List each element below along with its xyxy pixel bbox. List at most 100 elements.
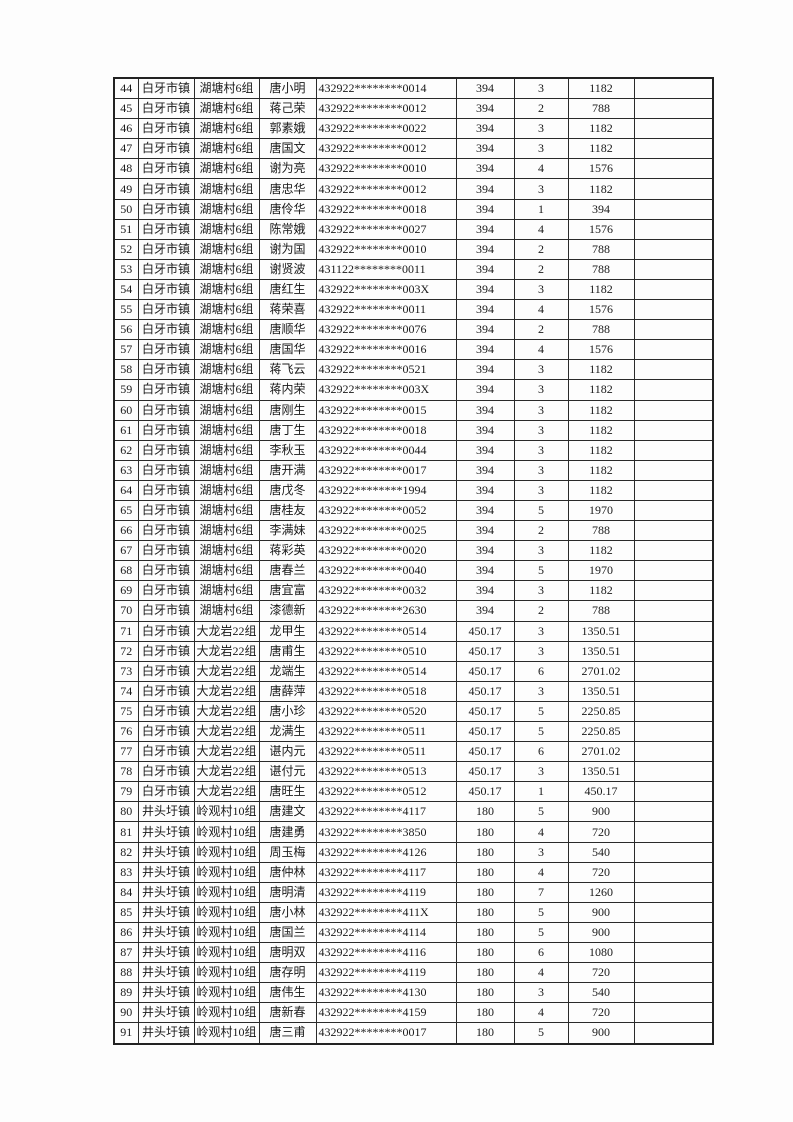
- household-count-cell: 3: [513, 178, 569, 200]
- id-number-cell: 432922********0032: [315, 580, 457, 602]
- remark-cell: [633, 680, 714, 702]
- id-number-cell: 432922********0012: [315, 178, 457, 200]
- household-count-cell: 5: [513, 700, 569, 723]
- remark-cell: [633, 600, 714, 622]
- village-cell: 湖塘村6组: [193, 278, 260, 301]
- table-row: 47 白牙市镇 湖塘村6组 唐国文 432922********0012 394 3 1182: [113, 138, 714, 160]
- id-number-cell: 432922********0010: [315, 238, 457, 260]
- name-cell: 蒋内荣: [258, 379, 317, 401]
- table-row: 64 白牙市镇 湖塘村6组 唐戊冬 432922********1994 394 3 1182: [113, 479, 714, 501]
- name-cell: 唐国兰: [258, 921, 317, 944]
- amount-cell: 1576: [567, 158, 635, 180]
- town-cell: 白牙市镇: [137, 640, 195, 662]
- row-number-cell: 71: [113, 620, 139, 642]
- name-cell: 谢为国: [258, 238, 317, 260]
- household-count-cell: 3: [513, 540, 569, 562]
- household-count-cell: 3: [513, 640, 569, 662]
- amount-cell: 2250.85: [567, 700, 635, 723]
- town-cell: 白牙市镇: [137, 339, 195, 361]
- village-cell: 湖塘村6组: [193, 158, 260, 180]
- name-cell: 唐存明: [258, 962, 317, 984]
- id-number-cell: 432922********0012: [315, 138, 457, 160]
- name-cell: 唐戊冬: [258, 479, 317, 501]
- name-cell: 龙满生: [258, 720, 317, 743]
- id-number-cell: 432922********0518: [315, 680, 457, 702]
- village-cell: 岭观村10组: [193, 962, 260, 984]
- row-number-cell: 77: [113, 741, 139, 763]
- village-cell: 湖塘村6组: [193, 479, 260, 501]
- table-row: 78 白牙市镇 大龙岩22组 谌付元 432922********0513 450.17 3…: [113, 761, 714, 783]
- household-count-cell: 3: [513, 359, 569, 381]
- town-cell: 白牙市镇: [137, 580, 195, 602]
- row-number-cell: 78: [113, 761, 139, 783]
- id-number-cell: 432922********0520: [315, 700, 457, 723]
- household-count-cell: 3: [513, 580, 569, 602]
- remark-cell: [633, 459, 714, 481]
- amount-cell: 1182: [567, 359, 635, 381]
- id-number-cell: 432922********003X: [315, 278, 457, 301]
- village-cell: 大龙岩22组: [193, 680, 260, 702]
- name-cell: 唐桂友: [258, 499, 317, 522]
- name-cell: 郭素娥: [258, 118, 317, 140]
- table-row: 79 白牙市镇 大龙岩22组 唐旺生 432922********0512 450.17 1…: [113, 781, 714, 803]
- table-row: 59 白牙市镇 湖塘村6组 蒋内荣 432922********003X 394 3 1182: [113, 379, 714, 401]
- name-cell: 谢为亮: [258, 158, 317, 180]
- town-cell: 井头圩镇: [137, 921, 195, 944]
- name-cell: 唐旺生: [258, 781, 317, 803]
- village-cell: 湖塘村6组: [193, 77, 260, 100]
- table-row: 66 白牙市镇 湖塘村6组 李满妹 432922********0025 394 2 788: [113, 520, 714, 542]
- remark-cell: [633, 77, 714, 100]
- id-number-cell: 432922********0511: [315, 720, 457, 743]
- standard-cell: 394: [455, 77, 515, 100]
- standard-cell: 180: [455, 921, 515, 944]
- town-cell: 白牙市镇: [137, 138, 195, 160]
- standard-cell: 180: [455, 962, 515, 984]
- id-number-cell: 432922********0018: [315, 198, 457, 220]
- town-cell: 井头圩镇: [137, 1002, 195, 1024]
- remark-cell: [633, 861, 714, 883]
- town-cell: 井头圩镇: [137, 821, 195, 843]
- household-count-cell: 3: [513, 399, 569, 421]
- standard-cell: 394: [455, 198, 515, 220]
- standard-cell: 450.17: [455, 660, 515, 682]
- town-cell: 井头圩镇: [137, 861, 195, 883]
- household-count-cell: 7: [513, 881, 569, 903]
- amount-cell: 788: [567, 258, 635, 280]
- name-cell: 唐小珍: [258, 700, 317, 723]
- table-row: 76 白牙市镇 大龙岩22组 龙满生 432922********0511 450.17 5…: [113, 720, 714, 743]
- amount-cell: 394: [567, 198, 635, 220]
- standard-cell: 180: [455, 841, 515, 863]
- village-cell: 湖塘村6组: [193, 299, 260, 321]
- standard-cell: 180: [455, 1002, 515, 1024]
- row-number-cell: 75: [113, 700, 139, 723]
- name-cell: 蒋己荣: [258, 98, 317, 120]
- village-cell: 岭观村10组: [193, 801, 260, 823]
- name-cell: 唐开满: [258, 459, 317, 481]
- amount-cell: 1182: [567, 540, 635, 562]
- remark-cell: [633, 1022, 714, 1044]
- amount-cell: 788: [567, 98, 635, 120]
- standard-cell: 180: [455, 801, 515, 823]
- standard-cell: 180: [455, 881, 515, 903]
- table-row: 58 白牙市镇 湖塘村6组 蒋飞云 432922********0521 394 3 1182: [113, 359, 714, 381]
- town-cell: 井头圩镇: [137, 841, 195, 863]
- standard-cell: 450.17: [455, 720, 515, 743]
- name-cell: 谢贤波: [258, 258, 317, 280]
- village-cell: 湖塘村6组: [193, 98, 260, 120]
- town-cell: 白牙市镇: [137, 459, 195, 481]
- town-cell: 白牙市镇: [137, 700, 195, 723]
- village-cell: 大龙岩22组: [193, 720, 260, 743]
- household-count-cell: 4: [513, 299, 569, 321]
- table-row: 49 白牙市镇 湖塘村6组 唐忠华 432922********0012 394 3 1182: [113, 178, 714, 200]
- amount-cell: 720: [567, 962, 635, 984]
- village-cell: 湖塘村6组: [193, 258, 260, 280]
- name-cell: 唐明清: [258, 881, 317, 903]
- standard-cell: 394: [455, 138, 515, 160]
- household-count-cell: 4: [513, 962, 569, 984]
- row-number-cell: 58: [113, 359, 139, 381]
- amount-cell: 1350.51: [567, 640, 635, 662]
- town-cell: 白牙市镇: [137, 600, 195, 622]
- household-count-cell: 2: [513, 520, 569, 542]
- remark-cell: [633, 841, 714, 863]
- village-cell: 湖塘村6组: [193, 399, 260, 421]
